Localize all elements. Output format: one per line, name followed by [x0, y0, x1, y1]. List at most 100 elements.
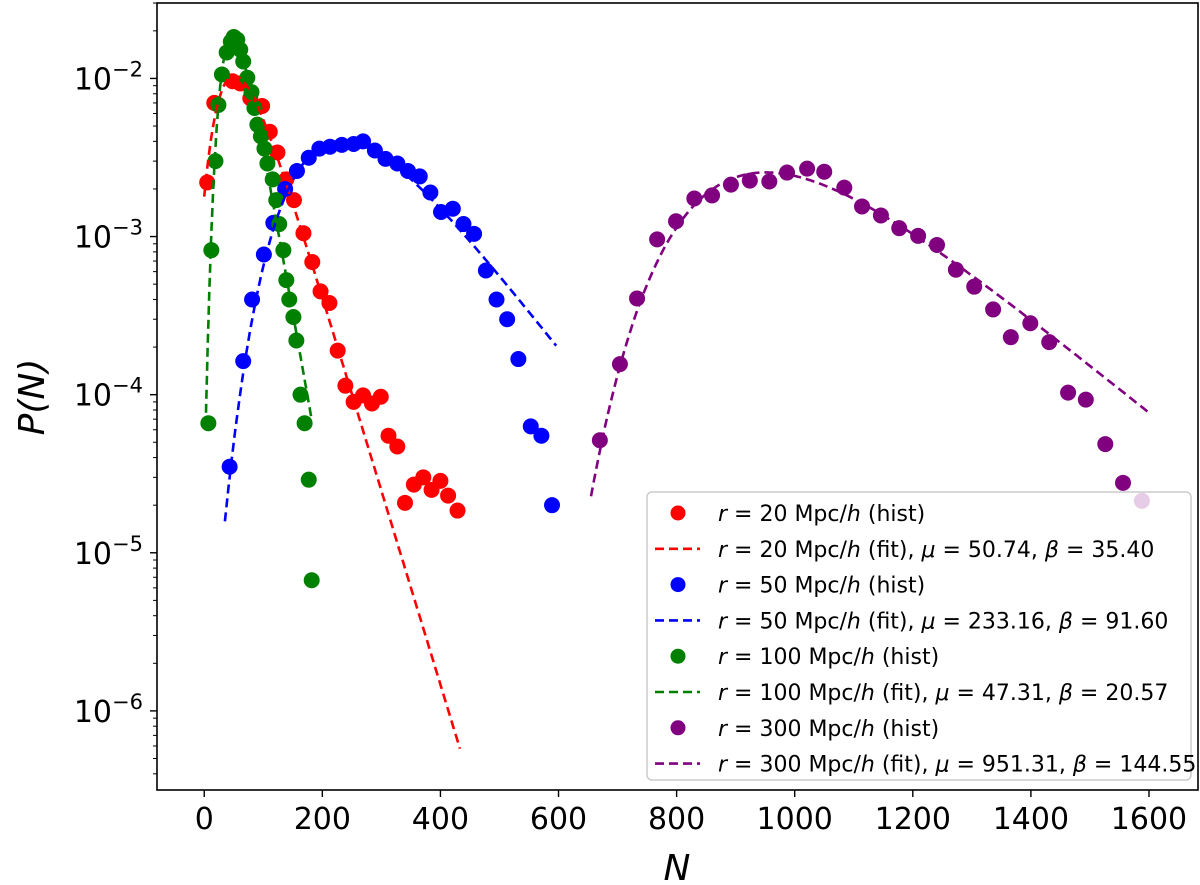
- data-point: [686, 190, 703, 207]
- data-point: [544, 497, 561, 514]
- data-point: [396, 494, 413, 511]
- data-point: [591, 432, 608, 449]
- legend-label: r = 20 Mpc/h (hist): [718, 502, 925, 527]
- data-point: [522, 418, 539, 435]
- data-point: [1041, 334, 1058, 351]
- data-point: [300, 471, 317, 488]
- legend-entry-hist: r = 50 Mpc/h (hist): [670, 574, 925, 599]
- data-point: [292, 386, 309, 403]
- data-point: [221, 458, 238, 475]
- series-1: [221, 133, 561, 514]
- data-point: [355, 133, 372, 150]
- y-tick-label: 10−5: [74, 532, 143, 572]
- data-point: [761, 173, 778, 190]
- legend: r = 20 Mpc/h (hist) r = 20 Mpc/h (fit), μ…: [646, 491, 1196, 781]
- data-point: [432, 472, 449, 489]
- data-point: [303, 572, 320, 589]
- legend-entry-hist: r = 300 Mpc/h (hist): [670, 717, 939, 742]
- x-tick-label: 0: [195, 802, 214, 837]
- data-point: [444, 200, 461, 217]
- legend-entry-fit: r = 20 Mpc/h (fit), μ = 50.74, β = 35.40: [655, 538, 1154, 563]
- data-point: [816, 163, 833, 180]
- series-3: [591, 160, 1150, 509]
- y-tick-label: 10−2: [74, 57, 143, 97]
- data-point: [199, 174, 216, 191]
- x-axis-label: N: [664, 848, 691, 885]
- x-axis: 0 200 400 600 800 1000 1200 1400 1600: [195, 790, 1187, 837]
- legend-label: r = 20 Mpc/h (fit), μ = 50.74, β = 35.40: [718, 538, 1154, 563]
- data-point: [259, 155, 276, 172]
- data-point: [372, 388, 389, 405]
- data-point: [321, 294, 338, 311]
- legend-marker: [670, 720, 686, 736]
- x-tick-label: 600: [530, 802, 587, 837]
- data-point: [1077, 391, 1094, 408]
- data-point: [380, 427, 397, 444]
- data-point: [854, 198, 871, 215]
- fit-line-2: [204, 37, 313, 427]
- data-point: [1097, 436, 1114, 453]
- data-point: [278, 272, 295, 289]
- x-tick-label: 1000: [757, 802, 833, 837]
- data-point: [704, 187, 721, 204]
- legend-entry-hist: r = 20 Mpc/h (hist): [670, 502, 925, 527]
- data-point: [779, 164, 796, 181]
- data-point: [285, 192, 302, 209]
- fit-line-0: [202, 74, 462, 749]
- y-axis-label: P(N): [12, 359, 53, 436]
- x-tick-label: 1600: [1111, 802, 1187, 837]
- axes-frame: [156, 2, 1199, 791]
- data-point: [415, 469, 432, 486]
- data-point: [449, 502, 466, 519]
- fit-line-3: [589, 171, 1150, 497]
- x-tick-label: 400: [412, 802, 469, 837]
- data-point: [1002, 329, 1019, 346]
- legend-entry-fit: r = 300 Mpc/h (fit), μ = 951.31, β = 144…: [655, 753, 1196, 778]
- legend-entry-fit: r = 50 Mpc/h (fit), μ = 233.16, β = 91.6…: [655, 609, 1168, 634]
- data-point: [488, 291, 505, 308]
- y-axis: 10−2 10−3 10−4 10−5 10−6: [74, 2, 157, 775]
- data-point: [207, 153, 224, 170]
- data-point: [799, 160, 816, 177]
- data-point: [649, 231, 666, 248]
- data-point: [929, 236, 946, 253]
- legend-marker: [670, 648, 686, 664]
- data-point: [947, 261, 964, 278]
- legend-entry-fit: r = 100 Mpc/h (fit), μ = 47.31, β = 20.5…: [655, 681, 1168, 706]
- data-point: [966, 278, 983, 295]
- legend-label: r = 100 Mpc/h (fit), μ = 47.31, β = 20.5…: [718, 681, 1168, 706]
- data-point: [836, 179, 853, 196]
- data-point: [411, 168, 428, 185]
- data-point: [275, 242, 292, 259]
- data-point: [200, 415, 217, 432]
- legend-label: r = 100 Mpc/h (hist): [718, 645, 939, 670]
- data-point: [477, 262, 494, 279]
- fit-line-1: [223, 139, 558, 522]
- legend-marker: [670, 577, 686, 593]
- x-tick-label: 1200: [875, 802, 951, 837]
- legend-frame: [646, 491, 1192, 781]
- data-point: [422, 184, 439, 201]
- data-point: [466, 225, 483, 242]
- legend-entry-hist: r = 100 Mpc/h (hist): [670, 645, 939, 670]
- legend-label: r = 300 Mpc/h (hist): [718, 717, 939, 742]
- data-point: [304, 254, 321, 271]
- y-tick-label: 10−3: [74, 216, 143, 256]
- data-point: [741, 172, 758, 189]
- data-point: [389, 438, 406, 455]
- legend-label: r = 50 Mpc/h (fit), μ = 233.16, β = 91.6…: [718, 609, 1168, 634]
- legend-label: r = 50 Mpc/h (hist): [718, 574, 925, 599]
- data-point: [235, 53, 252, 70]
- data-point: [312, 283, 329, 300]
- data-point: [255, 246, 272, 263]
- data-point: [668, 213, 685, 230]
- data-point: [288, 332, 305, 349]
- data-point: [235, 353, 252, 370]
- data-point: [499, 311, 516, 328]
- data-point: [1022, 315, 1039, 332]
- x-tick-label: 1400: [993, 802, 1069, 837]
- y-tick-label: 10−4: [74, 374, 143, 414]
- data-point: [510, 351, 527, 368]
- data-point: [985, 301, 1002, 318]
- data-point: [296, 415, 313, 432]
